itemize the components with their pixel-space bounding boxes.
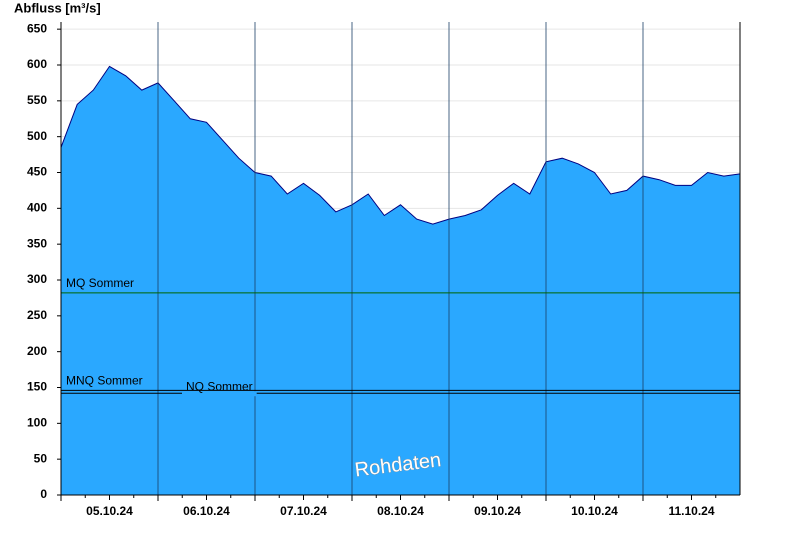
y-tick-label: 0: [40, 487, 47, 501]
y-tick-label: 50: [34, 451, 48, 465]
y-tick-label: 150: [27, 380, 47, 394]
reference-label: MQ Sommer: [66, 276, 134, 290]
x-tick-label: 05.10.24: [86, 504, 133, 518]
chart-title: Abfluss [m³/s]: [14, 0, 101, 15]
x-tick-label: 11.10.24: [668, 504, 714, 518]
y-tick-label: 400: [27, 201, 47, 215]
y-tick-label: 250: [27, 308, 47, 322]
y-tick-label: 550: [27, 93, 47, 107]
y-tick-label: 100: [27, 416, 47, 430]
area-line: [60, 65, 741, 225]
x-tick-label: 08.10.24: [377, 504, 424, 518]
y-tick-label: 600: [27, 57, 47, 71]
reference-label: MNQ Sommer: [66, 374, 143, 388]
x-tick-label: 09.10.24: [474, 504, 521, 518]
y-tick-label: 650: [27, 21, 47, 35]
label-bg: [182, 391, 257, 397]
y-tick-label: 450: [27, 165, 47, 179]
y-tick-label: 300: [27, 272, 47, 286]
x-tick-label: 07.10.24: [280, 504, 327, 518]
y-tick-label: 350: [27, 236, 47, 250]
reference-label: NQ Sommer: [186, 379, 253, 393]
area-fill: [61, 66, 740, 496]
x-tick-label: 10.10.24: [571, 504, 618, 518]
y-tick-label: 200: [27, 344, 47, 358]
y-tick-label: 500: [27, 129, 47, 143]
x-tick-label: 06.10.24: [183, 504, 230, 518]
